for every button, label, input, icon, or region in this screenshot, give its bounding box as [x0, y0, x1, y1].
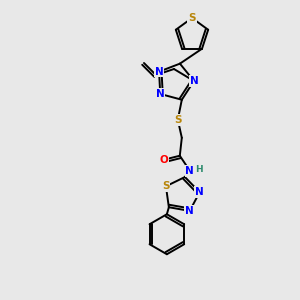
- Text: N: N: [155, 67, 164, 77]
- Text: S: S: [188, 13, 196, 23]
- Text: N: N: [185, 206, 194, 216]
- Text: N: N: [190, 76, 198, 86]
- Text: H: H: [195, 165, 202, 174]
- Text: N: N: [185, 166, 194, 176]
- Text: N: N: [156, 89, 165, 99]
- Text: S: S: [174, 115, 182, 125]
- Text: S: S: [162, 181, 170, 191]
- Text: O: O: [159, 155, 168, 165]
- Text: N: N: [195, 187, 204, 197]
